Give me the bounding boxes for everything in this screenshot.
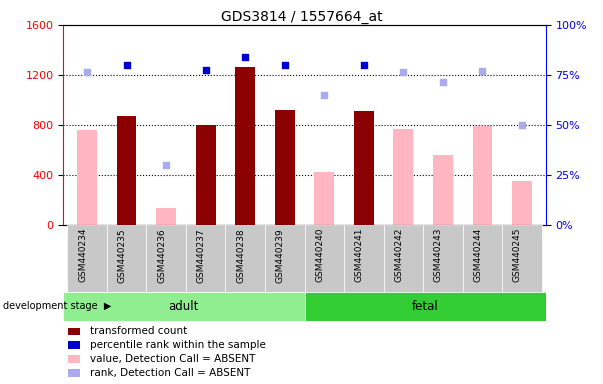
Bar	[423, 225, 463, 292]
Text: adult: adult	[169, 300, 199, 313]
Point	[201, 67, 210, 73]
Bar	[305, 225, 344, 292]
Point	[122, 62, 131, 68]
Text: GSM440244: GSM440244	[473, 228, 482, 282]
Text: GSM440237: GSM440237	[197, 228, 206, 283]
Bar	[107, 225, 147, 292]
Bar	[147, 225, 186, 292]
Point	[161, 162, 171, 168]
Bar	[68, 341, 80, 349]
Point	[399, 70, 408, 76]
Bar	[512, 181, 532, 225]
Bar	[275, 110, 295, 225]
Point	[359, 62, 368, 68]
Text: GSM440238: GSM440238	[236, 228, 245, 283]
Text: value, Detection Call = ABSENT: value, Detection Call = ABSENT	[90, 354, 255, 364]
Bar	[463, 225, 502, 292]
Bar	[156, 209, 176, 225]
Text: GDS3814 / 1557664_at: GDS3814 / 1557664_at	[221, 10, 382, 23]
Bar	[433, 155, 453, 225]
Bar	[63, 292, 305, 321]
Bar	[344, 225, 384, 292]
Bar	[226, 225, 265, 292]
Point	[478, 68, 487, 74]
Bar	[77, 130, 97, 225]
Bar	[265, 225, 305, 292]
Bar	[473, 126, 492, 225]
Text: transformed count: transformed count	[90, 326, 187, 336]
Bar	[68, 328, 80, 335]
Text: GSM440239: GSM440239	[276, 228, 285, 283]
Bar	[502, 225, 541, 292]
Text: percentile rank within the sample: percentile rank within the sample	[90, 340, 266, 350]
Bar	[68, 355, 80, 363]
Text: GSM440240: GSM440240	[315, 228, 324, 283]
Text: GSM440235: GSM440235	[118, 228, 127, 283]
Point	[241, 55, 250, 61]
Text: fetal: fetal	[412, 300, 438, 313]
Point	[438, 79, 448, 86]
Bar	[117, 116, 136, 225]
Bar	[305, 292, 546, 321]
Text: GSM440234: GSM440234	[78, 228, 87, 283]
Bar	[235, 68, 255, 225]
Text: GSM440236: GSM440236	[157, 228, 166, 283]
Text: GSM440243: GSM440243	[434, 228, 443, 283]
Bar	[186, 225, 226, 292]
Bar	[68, 369, 80, 377]
Bar	[314, 172, 334, 225]
Bar	[384, 225, 423, 292]
Text: GSM440242: GSM440242	[394, 228, 403, 282]
Point	[82, 70, 92, 76]
Point	[517, 122, 527, 128]
Bar	[354, 111, 374, 225]
Text: GSM440241: GSM440241	[355, 228, 364, 283]
Point	[280, 62, 289, 68]
Text: GSM440245: GSM440245	[513, 228, 522, 283]
Text: rank, Detection Call = ABSENT: rank, Detection Call = ABSENT	[90, 368, 250, 378]
Text: development stage  ▶: development stage ▶	[3, 301, 112, 311]
Bar	[68, 225, 107, 292]
Bar	[394, 129, 413, 225]
Bar	[196, 125, 215, 225]
Point	[320, 92, 329, 98]
